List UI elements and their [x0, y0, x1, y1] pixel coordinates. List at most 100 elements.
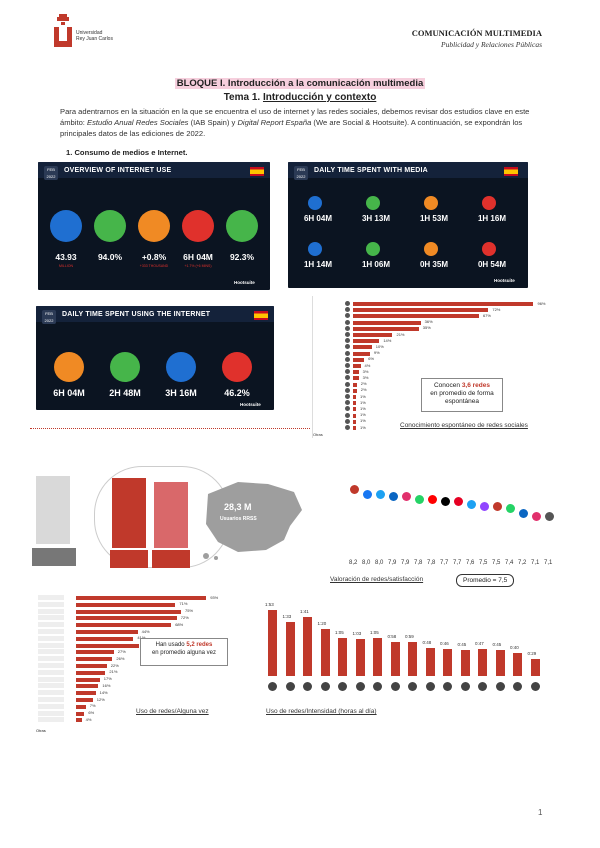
panel-title: DAILY TIME SPENT WITH MEDIA	[314, 167, 428, 174]
ever-used-value: 16%	[102, 682, 111, 688]
satisfaction-value: 7,1	[531, 560, 540, 566]
social-network-icon	[345, 381, 350, 387]
daily-time-media-panel: FEB 2022 DAILY TIME SPENT WITH MEDIA 6H …	[288, 162, 528, 288]
social-network-icon	[345, 387, 350, 393]
intensity-value: 0:58	[387, 634, 397, 640]
intensity-bar	[530, 659, 540, 676]
network-icon	[320, 682, 330, 691]
awareness-bar	[353, 364, 361, 368]
ever-used-value: 75%	[185, 608, 194, 614]
ever-used-callout: Han usado 5,2 redes en promedio alguna ve…	[140, 638, 228, 666]
media-circle-icon	[308, 242, 322, 256]
stat-unit: +333 THOUSAND	[139, 264, 169, 268]
ever-used-value: 14%	[99, 689, 108, 695]
stat-circle-icon	[94, 210, 126, 242]
panel-title: DAILY TIME SPENT USING THE INTERNET	[62, 311, 211, 318]
network-icon	[268, 682, 277, 691]
intensity-value: 1:41	[300, 609, 309, 614]
intensity-value: 0:48	[422, 639, 432, 645]
page-number: 1	[538, 808, 543, 817]
awareness-bar	[353, 302, 534, 306]
media-value: 0H 35M	[419, 260, 448, 269]
satisfaction-chart: 8,2 8,0 8,0 7,9 7,9 7,8 7,8 7,7 7,7 7,6 7,5 7,5 7,4 7…	[340, 478, 560, 587]
awareness-value: 1%	[360, 399, 366, 405]
network-icon	[480, 502, 489, 511]
ever-used-value: 7%	[89, 703, 96, 709]
awareness-value: 2%	[360, 381, 367, 387]
average-badge: Promedio = 7,5	[456, 574, 515, 587]
awareness-bar	[353, 426, 356, 430]
daily-time-internet-panel: FEB 2022 DAILY TIME SPENT USING THE INTE…	[36, 306, 274, 410]
ever-used-bar	[76, 698, 93, 702]
awareness-bar	[353, 388, 357, 393]
intensity-value: 1:20	[317, 621, 327, 627]
block-title: BLOQUE I. Introducción a la comunicación…	[174, 78, 426, 89]
intensity-value: 0:45	[492, 641, 502, 647]
network-icon	[519, 509, 528, 519]
awareness-value: 3%	[362, 368, 369, 374]
satisfaction-value: 7,4	[505, 560, 514, 566]
network-icon	[363, 490, 372, 499]
other-label: Otras	[313, 432, 323, 437]
awareness-bar	[353, 314, 479, 319]
pink-bar	[154, 482, 188, 548]
satisfaction-value: 7,6	[466, 560, 475, 566]
media-value: 1H 06M	[361, 260, 390, 269]
section-heading: 1. Consumo de medios e Internet.	[66, 148, 188, 157]
network-icon	[443, 682, 452, 691]
ever-used-value: 68%	[175, 621, 184, 627]
gray-bar	[36, 476, 70, 544]
ever-used-value: 71%	[179, 601, 188, 607]
intensity-bar	[268, 610, 277, 676]
ever-used-value: 26%	[116, 655, 125, 661]
stat-value: +0.8%	[141, 252, 167, 262]
social-network-icon	[345, 313, 350, 319]
intensity-value: 0:46	[440, 641, 449, 647]
spain-flag-icon	[504, 167, 518, 176]
awareness-value: 1%	[360, 405, 366, 411]
network-label-box	[38, 601, 64, 607]
ever-used-bar	[76, 691, 96, 696]
satisfaction-value: 7,2	[518, 560, 527, 566]
network-label-box	[38, 608, 64, 614]
awareness-bar	[353, 308, 489, 313]
awareness-bar	[353, 419, 356, 424]
media-circle-icon	[482, 242, 496, 256]
internet-value: 2H 48M	[109, 388, 141, 398]
intensity-value: 0:45	[457, 641, 467, 647]
intensity-bar	[478, 648, 487, 676]
ever-used-bar	[76, 643, 139, 648]
ever-used-bar	[76, 670, 106, 675]
network-label-box	[38, 683, 64, 689]
network-icon	[506, 504, 515, 514]
intensity-bar	[320, 629, 330, 676]
network-icon	[350, 485, 359, 495]
network-icon	[373, 682, 382, 691]
network-icon	[513, 682, 522, 691]
ever-used-bar	[76, 623, 172, 628]
network-label-box	[38, 635, 64, 641]
awareness-bar	[353, 351, 370, 356]
awareness-value: 1%	[360, 412, 366, 418]
stat-circle-icon	[138, 210, 170, 242]
awareness-value: 3%	[362, 374, 369, 380]
ever-used-value: 44%	[141, 628, 150, 634]
network-icon	[467, 499, 476, 509]
intensity-bar	[390, 642, 400, 676]
social-network-icon	[345, 344, 350, 350]
network-icon	[408, 682, 417, 691]
social-network-icon	[345, 412, 350, 418]
network-label-box	[38, 703, 64, 709]
ever-used-bar	[76, 711, 85, 716]
ever-used-value: 12%	[96, 696, 105, 702]
social-network-icon	[345, 319, 350, 325]
logo-text: Universidad Rey Juan Carlos	[76, 30, 113, 42]
network-label-box	[38, 690, 64, 696]
social-network-icon	[345, 375, 350, 381]
overview-internet-use-panel: FEB 2022 OVERVIEW OF INTERNET USE 43.93 M…	[38, 162, 270, 290]
network-icon	[493, 502, 502, 511]
stat-unit: MILLION	[58, 264, 73, 268]
awareness-bar	[353, 413, 356, 418]
social-network-icon	[345, 418, 350, 424]
intensity-value: 0:40	[510, 644, 519, 650]
